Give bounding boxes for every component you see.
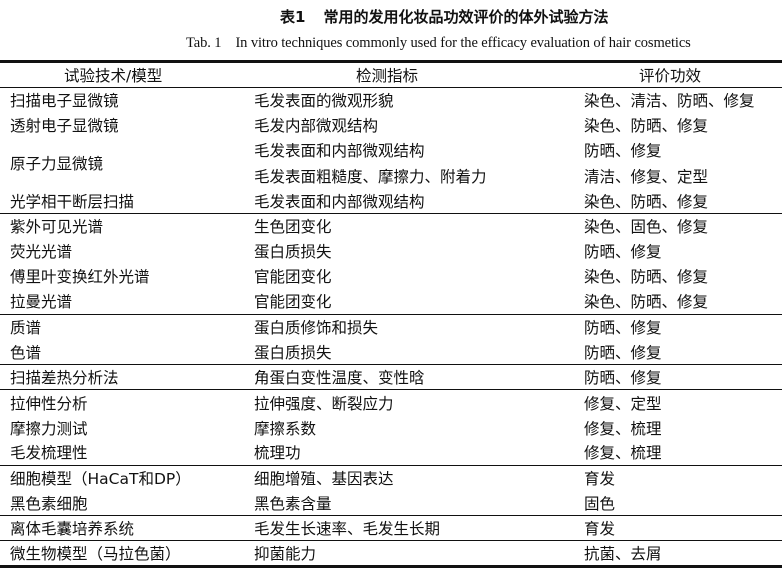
efficacy-cell: 防晒、修复 bbox=[584, 243, 662, 262]
table-row: 原子力显微镜 毛发表面和内部微观结构 防晒、修复 bbox=[0, 138, 782, 173]
indicator-cell: 蛋白质损失 bbox=[254, 243, 332, 262]
efficacy-cell: 染色、防晒、修复 bbox=[584, 268, 709, 287]
table-row: 色谱 蛋白质损失 防晒、修复 bbox=[0, 339, 782, 364]
technique-cell: 紫外可见光谱 bbox=[10, 218, 104, 237]
indicator-cell: 角蛋白变性温度、变性晗 bbox=[254, 369, 425, 388]
table-row: 傅里叶变换红外光谱 官能团变化 染色、防晒、修复 bbox=[0, 264, 782, 289]
table-row: 拉伸性分析 拉伸强度、断裂应力 修复、定型 bbox=[0, 389, 782, 415]
table-number-en: Tab. 1 bbox=[186, 35, 222, 51]
indicator-cell: 毛发生长速率、毛发生长期 bbox=[254, 520, 441, 539]
efficacy-cell: 染色、防晒、修复 bbox=[584, 192, 709, 211]
efficacy-cell: 防晒、修复 bbox=[584, 319, 662, 338]
efficacy-cell: 固色 bbox=[584, 494, 616, 513]
efficacy-cell: 防晒、修复 bbox=[584, 142, 662, 161]
table-row: 细胞模型（HaCaT和DP） 细胞增殖、基因表达 育发 bbox=[0, 465, 782, 490]
efficacy-cell: 修复、定型 bbox=[584, 394, 662, 413]
efficacy-cell: 育发 bbox=[584, 520, 616, 539]
table-row: 摩擦力测试 摩擦系数 修复、梳理 bbox=[0, 415, 782, 440]
table-row: 扫描差热分析法 角蛋白变性温度、变性晗 防晒、修复 bbox=[0, 364, 782, 390]
table-body: 扫描电子显微镜 毛发表面的微观形貌 染色、清洁、防晒、修复透射电子显微镜 毛发内部微观… bbox=[0, 88, 782, 567]
technique-cell: 扫描差热分析法 bbox=[10, 369, 119, 388]
efficacy-cell: 抗菌、去屑 bbox=[584, 544, 662, 563]
efficacy-cell: 防晒、修复 bbox=[584, 369, 662, 388]
indicator-cell: 细胞增殖、基因表达 bbox=[254, 470, 394, 489]
header-indicator: 检测指标 bbox=[356, 67, 419, 85]
table-row: 离体毛囊培养系统 毛发生长速率、毛发生长期 育发 bbox=[0, 515, 782, 541]
table-row: 透射电子显微镜 毛发内部微观结构 染色、防晒、修复 bbox=[0, 113, 782, 138]
indicator-cell: 生色团变化 bbox=[254, 218, 332, 237]
table-caption-en: Tab. 1 In vitro techniques commonly used … bbox=[186, 35, 691, 52]
indicator-cell: 蛋白质损失 bbox=[254, 343, 332, 362]
table-title-cn: 常用的发用化妆品功效评价的体外试验方法 bbox=[323, 8, 609, 26]
table-header-row: 试验技术/模型 检测指标 评价功效 bbox=[0, 61, 782, 88]
table-row: 紫外可见光谱 生色团变化 染色、固色、修复 bbox=[0, 213, 782, 238]
table-title-en: In vitro techniques commonly used for th… bbox=[235, 35, 691, 51]
table-row: 荧光光谱 蛋白质损失 防晒、修复 bbox=[0, 239, 782, 264]
efficacy-cell: 染色、防晒、修复 bbox=[584, 117, 709, 136]
table-row: 毛发表面粗糙度、摩擦力、附着力 清洁、修复、定型 bbox=[0, 163, 782, 188]
table-number-cn: 表1 bbox=[280, 8, 306, 26]
indicator-cell: 摩擦系数 bbox=[254, 419, 317, 438]
table-caption-cn: 表1 常用的发用化妆品功效评价的体外试验方法 bbox=[0, 6, 782, 27]
efficacy-methods-table: 试验技术/模型 检测指标 评价功效 扫描电子显微镜 毛发表面的微观形貌 染色、清洁、… bbox=[0, 60, 782, 568]
technique-cell: 荧光光谱 bbox=[10, 243, 73, 262]
technique-cell: 光学相干断层扫描 bbox=[10, 192, 135, 211]
indicator-cell: 官能团变化 bbox=[254, 268, 332, 287]
efficacy-cell: 防晒、修复 bbox=[584, 343, 662, 362]
efficacy-cell: 育发 bbox=[584, 470, 616, 489]
indicator-cell: 毛发表面和内部微观结构 bbox=[254, 142, 425, 161]
technique-cell: 透射电子显微镜 bbox=[10, 117, 119, 136]
indicator-cell: 蛋白质修饰和损失 bbox=[254, 319, 379, 338]
indicator-cell: 毛发表面和内部微观结构 bbox=[254, 192, 425, 211]
table-row: 拉曼光谱 官能团变化 染色、防晒、修复 bbox=[0, 289, 782, 314]
header-technique: 试验技术/模型 bbox=[64, 67, 163, 85]
indicator-cell: 毛发内部微观结构 bbox=[254, 117, 379, 136]
technique-cell: 拉伸性分析 bbox=[10, 394, 88, 413]
indicator-cell: 毛发表面的微观形貌 bbox=[254, 92, 394, 111]
indicator-cell: 梳理功 bbox=[254, 444, 301, 463]
efficacy-cell: 染色、清洁、防晒、修复 bbox=[584, 92, 755, 111]
table-row: 光学相干断层扫描 毛发表面和内部微观结构 染色、防晒、修复 bbox=[0, 188, 782, 213]
efficacy-cell: 修复、梳理 bbox=[584, 419, 662, 438]
indicator-cell: 拉伸强度、断裂应力 bbox=[254, 394, 394, 413]
table-row: 毛发梳理性 梳理功 修复、梳理 bbox=[0, 440, 782, 465]
technique-cell: 色谱 bbox=[10, 343, 42, 362]
technique-cell: 扫描电子显微镜 bbox=[10, 92, 119, 111]
technique-cell: 拉曼光谱 bbox=[10, 293, 73, 312]
indicator-cell: 官能团变化 bbox=[254, 293, 332, 312]
table-row: 扫描电子显微镜 毛发表面的微观形貌 染色、清洁、防晒、修复 bbox=[0, 88, 782, 113]
technique-cell: 毛发梳理性 bbox=[10, 444, 88, 463]
efficacy-cell: 清洁、修复、定型 bbox=[584, 167, 709, 186]
table-row: 微生物模型（马拉色菌） 抑菌能力 抗菌、去屑 bbox=[0, 540, 782, 567]
table-row: 黑色素细胞 黑色素含量 固色 bbox=[0, 491, 782, 516]
technique-cell: 离体毛囊培养系统 bbox=[10, 520, 135, 539]
technique-cell: 黑色素细胞 bbox=[10, 494, 88, 513]
indicator-cell: 毛发表面粗糙度、摩擦力、附着力 bbox=[254, 167, 487, 186]
indicator-cell: 黑色素含量 bbox=[254, 494, 332, 513]
efficacy-cell: 修复、梳理 bbox=[584, 444, 662, 463]
technique-cell: 微生物模型（马拉色菌） bbox=[10, 544, 181, 563]
technique-cell: 傅里叶变换红外光谱 bbox=[10, 268, 150, 287]
header-efficacy: 评价功效 bbox=[639, 67, 702, 85]
technique-cell: 摩擦力测试 bbox=[10, 419, 88, 438]
indicator-cell: 抑菌能力 bbox=[254, 544, 317, 563]
efficacy-cell: 染色、防晒、修复 bbox=[584, 293, 709, 312]
table-row: 质谱 蛋白质修饰和损失 防晒、修复 bbox=[0, 314, 782, 339]
technique-cell: 细胞模型（HaCaT和DP） bbox=[10, 470, 191, 489]
technique-cell: 质谱 bbox=[10, 319, 42, 338]
efficacy-cell: 染色、固色、修复 bbox=[584, 218, 709, 237]
technique-cell: 原子力显微镜 bbox=[10, 155, 104, 174]
